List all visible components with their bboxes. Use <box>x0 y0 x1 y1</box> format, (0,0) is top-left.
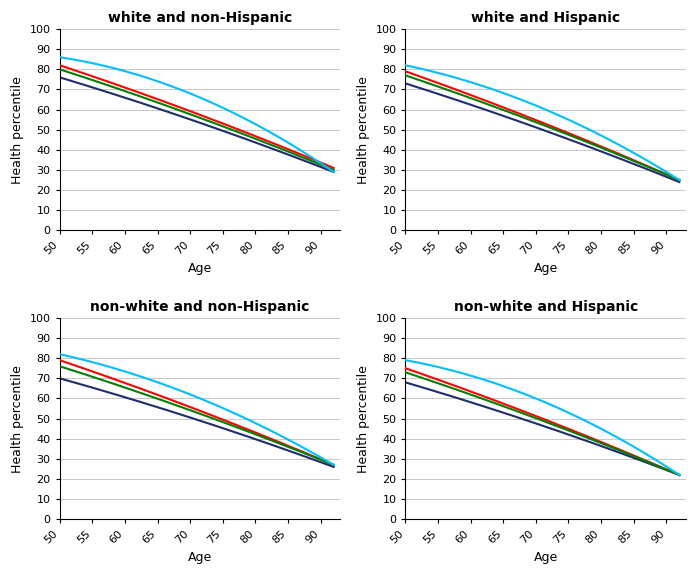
Title: non-white and Hispanic: non-white and Hispanic <box>454 300 638 314</box>
X-axis label: Age: Age <box>533 551 558 564</box>
Y-axis label: Health percentile: Health percentile <box>11 365 24 473</box>
Y-axis label: Health percentile: Health percentile <box>357 365 370 473</box>
Title: non-white and non-Hispanic: non-white and non-Hispanic <box>90 300 309 314</box>
Y-axis label: Health percentile: Health percentile <box>357 76 370 183</box>
X-axis label: Age: Age <box>187 551 212 564</box>
Title: white and non-Hispanic: white and non-Hispanic <box>108 11 292 25</box>
Title: white and Hispanic: white and Hispanic <box>471 11 620 25</box>
Y-axis label: Health percentile: Health percentile <box>11 76 24 183</box>
X-axis label: Age: Age <box>187 262 212 275</box>
X-axis label: Age: Age <box>533 262 558 275</box>
